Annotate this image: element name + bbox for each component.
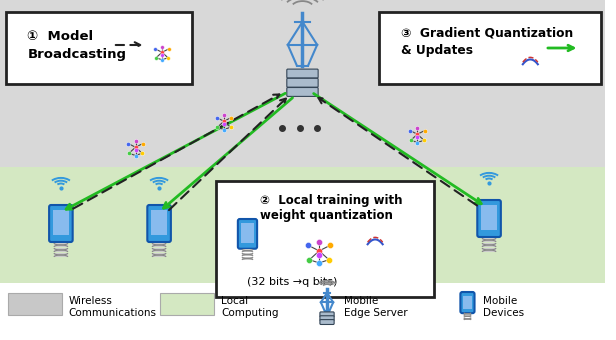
FancyBboxPatch shape <box>147 205 171 242</box>
FancyBboxPatch shape <box>0 167 613 340</box>
Bar <box>482 248 496 252</box>
Bar <box>242 253 253 256</box>
FancyBboxPatch shape <box>287 69 318 78</box>
FancyBboxPatch shape <box>320 312 334 317</box>
FancyBboxPatch shape <box>320 316 334 321</box>
Text: Local
Computing: Local Computing <box>221 296 278 318</box>
Text: Mobile
Devices: Mobile Devices <box>483 296 524 318</box>
FancyBboxPatch shape <box>477 200 501 237</box>
Bar <box>0 0 605 210</box>
Bar <box>54 253 68 257</box>
Bar <box>54 243 68 247</box>
Bar <box>54 248 68 252</box>
Bar <box>463 295 471 309</box>
Text: ①  Model: ① Model <box>28 30 94 43</box>
FancyBboxPatch shape <box>6 12 192 84</box>
FancyBboxPatch shape <box>379 12 601 84</box>
Bar <box>241 223 254 243</box>
FancyBboxPatch shape <box>216 181 434 297</box>
Bar <box>481 205 497 230</box>
Bar <box>242 249 253 252</box>
Bar <box>242 257 253 260</box>
FancyBboxPatch shape <box>287 78 318 87</box>
Text: & Updates: & Updates <box>400 44 472 57</box>
FancyBboxPatch shape <box>238 219 257 249</box>
Text: ②  Local training with: ② Local training with <box>260 194 403 207</box>
FancyBboxPatch shape <box>320 320 334 324</box>
Text: weight quantization: weight quantization <box>260 209 393 222</box>
Bar <box>8 293 62 315</box>
Text: Broadcasting: Broadcasting <box>28 48 126 61</box>
Text: (32 bits →q bits): (32 bits →q bits) <box>248 277 338 287</box>
Bar <box>464 315 471 318</box>
Bar <box>160 293 214 315</box>
Bar <box>53 210 69 235</box>
FancyBboxPatch shape <box>287 87 318 97</box>
FancyBboxPatch shape <box>49 205 73 242</box>
FancyBboxPatch shape <box>460 292 474 313</box>
Text: Wireless
Communications: Wireless Communications <box>69 296 156 318</box>
Bar <box>152 210 167 235</box>
Bar <box>152 248 166 252</box>
Bar <box>152 253 166 257</box>
Bar <box>0 283 605 340</box>
Bar <box>482 238 496 242</box>
Bar <box>482 243 496 247</box>
Bar <box>464 318 471 320</box>
Text: ③  Gradient Quantization: ③ Gradient Quantization <box>400 26 573 39</box>
Bar <box>464 313 471 315</box>
Text: Mobile
Edge Server: Mobile Edge Server <box>344 296 407 318</box>
Bar <box>152 243 166 247</box>
